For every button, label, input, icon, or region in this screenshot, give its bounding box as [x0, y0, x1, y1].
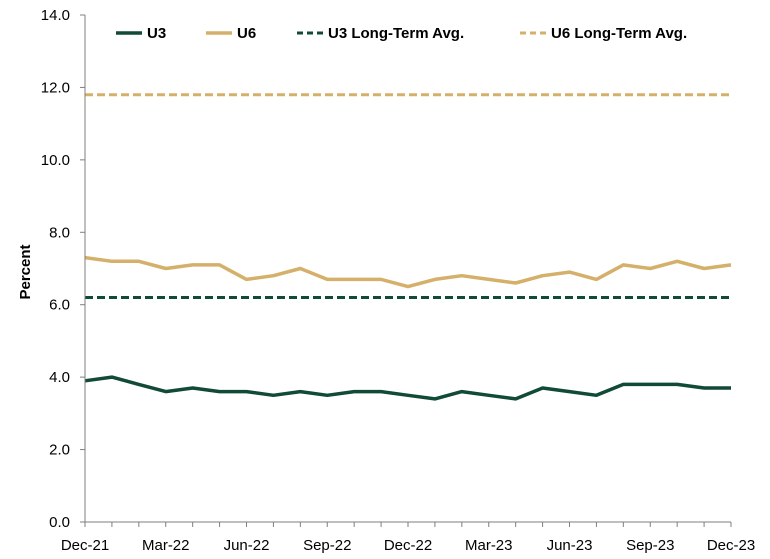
y-axis-title: Percent [17, 244, 34, 299]
legend-label: U3 [147, 25, 166, 42]
y-tick-label: 0.0 [49, 514, 70, 531]
x-tick-label: Jun-23 [547, 537, 593, 554]
legend-item: U3 Long-Term Avg. [297, 25, 464, 42]
series-line-u3 [84, 375, 731, 401]
y-tick-label: 6.0 [49, 297, 70, 314]
legend-item: U6 Long-Term Avg. [520, 25, 687, 42]
legend-label: U6 [237, 25, 256, 42]
series-line-u6 [84, 255, 732, 289]
y-tick-label: 14.0 [41, 7, 70, 24]
y-tick-label: 10.0 [41, 152, 70, 169]
y-tick-label: 8.0 [49, 224, 70, 241]
y-tick-label: 2.0 [49, 442, 70, 459]
legend-item: U6 [206, 25, 256, 42]
x-tick-label: Jun-22 [224, 537, 270, 554]
x-tick-label: Dec-23 [707, 537, 755, 554]
axes: 0.0 2.0 4.0 6.0 8.0 10.0 12.0 14.0 Dec-21 Mar-22 J… [41, 7, 755, 554]
y-tick-label: 12.0 [41, 79, 70, 96]
legend: U3 U6 U3 Long-Term Avg. U6 Long-Term Avg. [116, 25, 687, 42]
series-group [84, 93, 732, 401]
x-tick-label: Sep-23 [626, 537, 674, 554]
x-tick-label: Dec-22 [384, 537, 432, 554]
x-tick-label: Sep-22 [303, 537, 351, 554]
legend-label: U6 Long-Term Avg. [551, 25, 687, 42]
y-tick-label: 4.0 [49, 369, 70, 386]
x-tick-label: Mar-23 [465, 537, 513, 554]
x-tick-label: Dec-21 [61, 537, 109, 554]
legend-item: U3 [116, 25, 166, 42]
legend-label: U3 Long-Term Avg. [328, 25, 464, 42]
x-tick-label: Mar-22 [142, 537, 190, 554]
